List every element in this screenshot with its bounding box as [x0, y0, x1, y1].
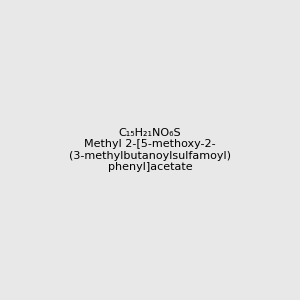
Text: C₁₅H₂₁NO₆S
Methyl 2-[5-methoxy-2-
(3-methylbutanoylsulfamoyl)
phenyl]acetate: C₁₅H₂₁NO₆S Methyl 2-[5-methoxy-2- (3-met… [69, 128, 231, 172]
